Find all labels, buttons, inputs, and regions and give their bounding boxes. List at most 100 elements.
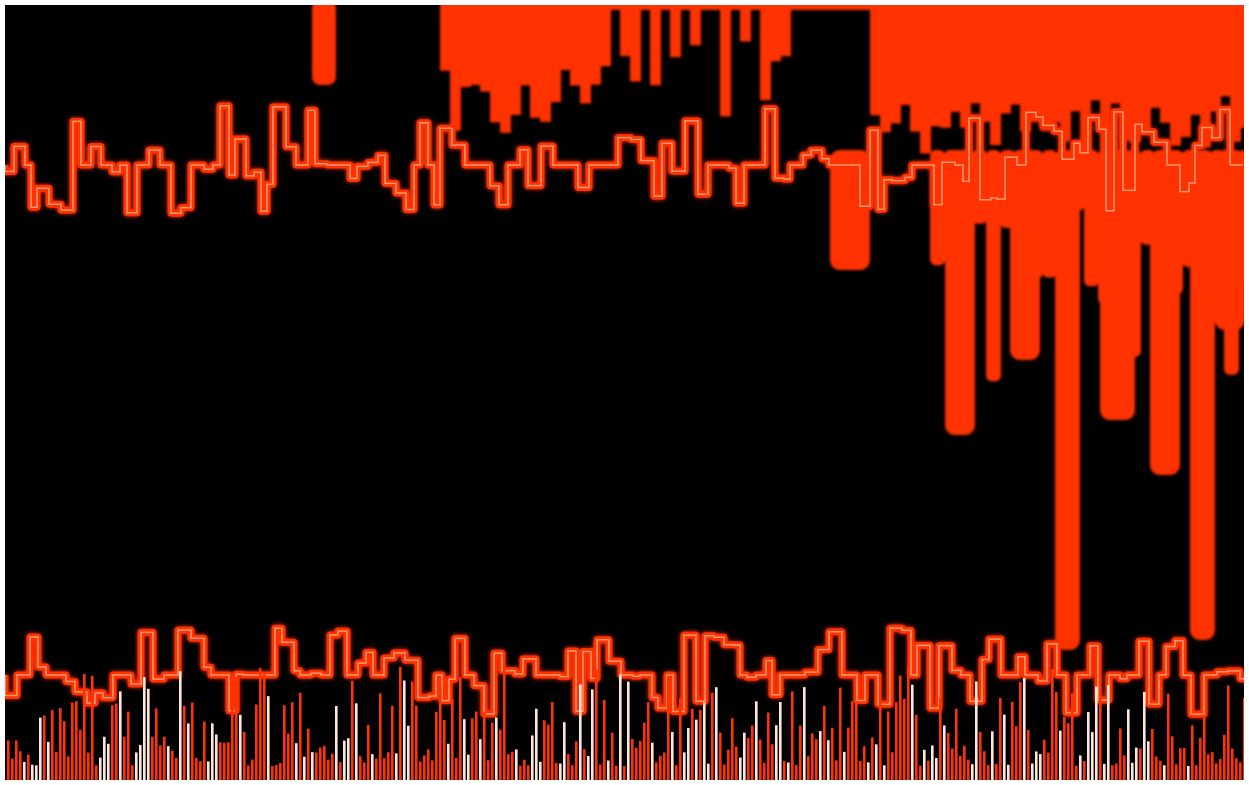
spectrum-bar (723, 764, 726, 780)
spectrum-bar (159, 745, 162, 780)
spectrum-bar (1091, 732, 1094, 780)
drip-column (1140, 150, 1155, 245)
spectrum-bar (1127, 709, 1130, 780)
top-column (630, 5, 641, 82)
top-column (1150, 5, 1161, 108)
spectrum-bar (727, 749, 730, 780)
spectrum-bar (139, 744, 142, 780)
spectrum-bar (683, 752, 686, 780)
spectrum-bar (79, 729, 82, 780)
spectrum-bar (275, 765, 278, 780)
top-column (1010, 5, 1021, 105)
top-column (730, 5, 741, 10)
spectrum-bar (1191, 725, 1194, 780)
spectrum-bar (1131, 762, 1134, 780)
spectrum-bar (739, 757, 742, 780)
spectrum-bar (511, 751, 514, 780)
spectrum-bar (507, 754, 510, 780)
drip-column (1238, 150, 1244, 287)
spectrum-bar (255, 704, 258, 780)
spectrum-bar (459, 676, 462, 780)
top-column (490, 5, 501, 123)
spectrum-bar (383, 758, 386, 780)
spectrum-bar (899, 675, 902, 780)
spectrum-bar (479, 739, 482, 780)
spectrum-bar (39, 717, 42, 780)
top-column (450, 5, 461, 131)
spectrum-bar (1215, 763, 1218, 780)
spectrum-bar (1015, 726, 1018, 780)
spectrum-bar (51, 709, 54, 780)
spectrum-bar (915, 714, 918, 780)
top-column (1080, 5, 1091, 153)
spectrum-bar (1139, 748, 1142, 780)
spectrum-bar (19, 751, 22, 780)
spectrum-bar (251, 759, 254, 780)
spectrum-bar (135, 752, 138, 780)
top-column (930, 5, 941, 127)
spectrum-bar (1195, 765, 1198, 780)
spectrum-bar (279, 763, 282, 780)
top-column (460, 5, 471, 88)
top-column (580, 5, 591, 104)
spectrum-bar (155, 708, 158, 780)
spectrum-bar (995, 763, 998, 780)
spectrum-bar (71, 702, 74, 780)
spectrum-bar (1095, 686, 1098, 780)
spectrum-bar (91, 675, 94, 780)
top-column (1230, 5, 1241, 142)
spectrum-bar (1227, 685, 1230, 780)
spectrum-bar (855, 701, 858, 780)
spectrum-bar (131, 765, 134, 780)
drip-column (986, 150, 1001, 382)
spectrum-bar (667, 675, 670, 780)
spectrum-bar (1119, 728, 1122, 780)
spectrum-bar (387, 752, 390, 780)
upper-wave-core (5, 105, 1243, 215)
spectrum-bar (923, 749, 926, 780)
spectrum-bar (1159, 760, 1162, 780)
spectrum-bar (911, 684, 914, 780)
spectrum-bar (419, 761, 422, 780)
top-column (1060, 5, 1071, 142)
spectrum-bar (539, 761, 542, 780)
spectrum-bar (835, 760, 838, 780)
spectrum-bar (1203, 714, 1206, 780)
spectrum-bar (731, 718, 734, 780)
spectrum-bar (431, 760, 434, 780)
spectrum-bar (11, 758, 14, 780)
spectrum-bar (863, 746, 866, 780)
spectrum-bar (1003, 714, 1006, 780)
spectrum-bar (983, 751, 986, 780)
spectrum-bar (347, 738, 350, 780)
top-column (760, 5, 771, 101)
spectrum-bar (359, 756, 362, 780)
spectrum-bar (267, 696, 270, 780)
top-column (1240, 5, 1244, 129)
spectrum-bar (999, 697, 1002, 780)
spectrum-bar (575, 741, 578, 780)
top-column (970, 5, 981, 104)
spectrum-bar (623, 765, 626, 780)
spectrum-bar (1011, 702, 1014, 780)
top-column (1120, 5, 1131, 141)
top-column (620, 5, 631, 57)
spectrum-bar (147, 688, 150, 780)
spectrum-bar (579, 684, 582, 780)
spectrum-bar (815, 739, 818, 780)
spectrum-bar (1163, 765, 1166, 780)
spectrum-bar (991, 731, 994, 780)
spectrum-bar (803, 687, 806, 780)
spectrum-bar (939, 697, 942, 780)
top-column (950, 5, 961, 112)
spectrum-bar (543, 720, 546, 780)
spectrum-bar (591, 689, 594, 780)
spectrum-bar (963, 745, 966, 780)
spectrum-bar (811, 733, 814, 780)
spectrum-bar (1171, 736, 1174, 780)
spectrum-bar (699, 709, 702, 780)
spectrum-bar (947, 733, 950, 780)
spectrum-bar (423, 755, 426, 780)
spectrum-bar (791, 691, 794, 780)
spectrum-bar (1027, 729, 1030, 780)
